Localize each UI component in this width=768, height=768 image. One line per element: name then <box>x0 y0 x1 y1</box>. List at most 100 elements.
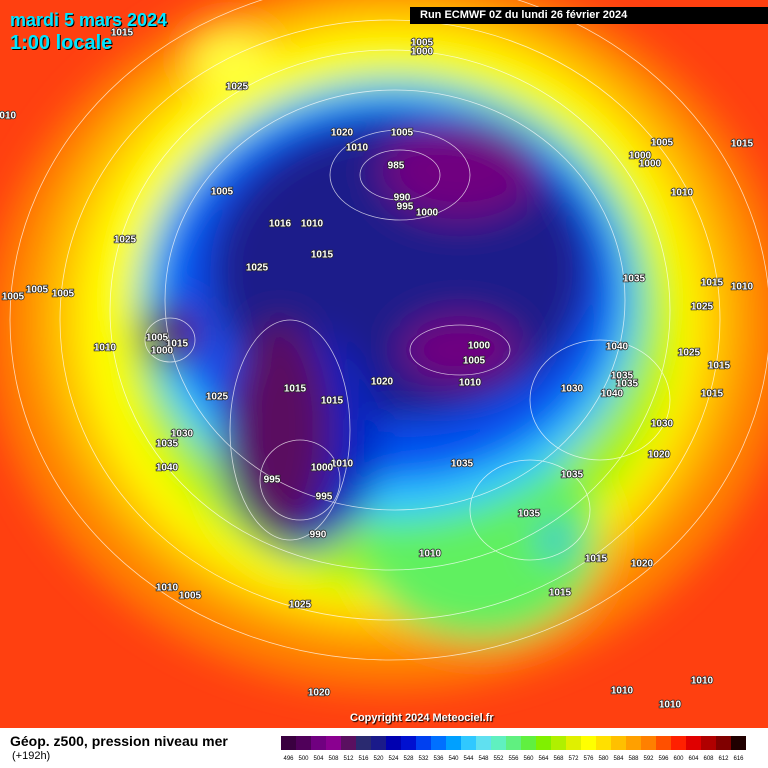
pressure-label: 1035 <box>518 509 541 520</box>
legend-tick: 544 <box>463 756 474 762</box>
legend-swatch <box>416 736 431 750</box>
pressure-label: 1035 <box>451 459 474 470</box>
legend-tick: 552 <box>493 756 504 762</box>
footer-title: Géop. z500, pression niveau mer <box>10 733 228 749</box>
pressure-label: 1000 <box>416 208 439 219</box>
legend-tick: 612 <box>718 756 729 762</box>
legend-swatch <box>296 736 311 750</box>
legend-swatch <box>431 736 446 750</box>
legend-swatch <box>566 736 581 750</box>
legend-swatch <box>626 736 641 750</box>
pressure-label: 1015 <box>585 554 608 565</box>
pressure-label: 1010 <box>156 583 179 594</box>
legend-tick: 600 <box>673 756 684 762</box>
pressure-label: 995 <box>316 492 333 503</box>
legend-tick: 500 <box>298 756 309 762</box>
field <box>0 0 768 690</box>
pressure-labels: 1015100510001025101010201005101098599099… <box>0 27 754 712</box>
pressure-label: 1016 <box>269 219 292 230</box>
legend-swatch <box>731 736 746 750</box>
pressure-label: 1025 <box>678 348 701 359</box>
legend-swatch <box>596 736 611 750</box>
pressure-label: 1005 <box>52 289 75 300</box>
weather-map: 1015100510001025101010201005101098599099… <box>0 0 768 728</box>
color-legend: 496 500 504 508 512 516 520 524 528 532 536 540 544 5… <box>281 736 746 762</box>
pressure-label: 995 <box>264 475 281 486</box>
legend-tick: 540 <box>448 756 459 762</box>
legend-tick: 568 <box>553 756 564 762</box>
pressure-label: 1010 <box>459 378 482 389</box>
legend-swatch <box>536 736 551 750</box>
pressure-label: 1040 <box>156 463 179 474</box>
pressure-label: 1010 <box>691 676 714 687</box>
legend-tick: 576 <box>583 756 594 762</box>
legend-tick: 560 <box>523 756 534 762</box>
pressure-label: 1010 <box>611 686 634 697</box>
legend-tick: 508 <box>328 756 339 762</box>
run-info: Run ECMWF 0Z du lundi 26 février 2024 <box>410 7 768 24</box>
pressure-label: 985 <box>388 161 405 172</box>
pressure-label: 1015 <box>708 361 731 372</box>
legend-tick: 548 <box>478 756 489 762</box>
legend-swatch <box>281 736 296 750</box>
legend-swatch <box>686 736 701 750</box>
pressure-label: 1015 <box>731 139 754 150</box>
legend-swatch <box>641 736 656 750</box>
legend-tick: 572 <box>568 756 579 762</box>
legend-swatch <box>716 736 731 750</box>
legend-tick: 584 <box>613 756 624 762</box>
legend-tick: 556 <box>508 756 519 762</box>
pressure-label: 1010 <box>419 549 442 560</box>
legend-swatch <box>581 736 596 750</box>
legend-swatch <box>386 736 401 750</box>
pressure-label: 1005 <box>211 187 234 198</box>
legend-swatch <box>506 736 521 750</box>
pressure-label: 1015 <box>111 28 134 39</box>
forecast-date: mardi 5 mars 2024 <box>10 10 168 30</box>
pressure-label: 1000 <box>151 346 174 357</box>
legend-tick: 596 <box>658 756 669 762</box>
pressure-label: 1035 <box>561 470 584 481</box>
pressure-label: 1010 <box>331 459 354 470</box>
pressure-label: 995 <box>397 202 414 213</box>
pressure-label: 1025 <box>114 235 137 246</box>
pressure-label: 1035 <box>156 439 179 450</box>
legend-tick: 512 <box>343 756 354 762</box>
pressure-label: 1005 <box>411 38 434 49</box>
pressure-label: 1010 <box>346 143 369 154</box>
pressure-label: 1020 <box>308 688 331 699</box>
pressure-label: 1000 <box>629 151 652 162</box>
pressure-label: 1005 <box>463 356 486 367</box>
pressure-label: 1015 <box>549 588 572 599</box>
legend-tick: 536 <box>433 756 444 762</box>
legend-swatch <box>371 736 386 750</box>
legend-swatch <box>326 736 341 750</box>
pressure-label: 1020 <box>631 559 654 570</box>
footer: Géop. z500, pression niveau mer (+192h) … <box>0 728 768 768</box>
pressure-label: 1010 <box>301 219 324 230</box>
pressure-label: 1025 <box>206 392 229 403</box>
pressure-label: 1025 <box>289 600 312 611</box>
pressure-label: 1020 <box>648 450 671 461</box>
pressure-label: 1005 <box>2 292 25 303</box>
legend-tick: 516 <box>358 756 369 762</box>
pressure-label: 1020 <box>371 377 394 388</box>
legend-tick: 504 <box>313 756 324 762</box>
legend-swatch <box>701 736 716 750</box>
legend-swatch <box>461 736 476 750</box>
legend-swatch <box>521 736 536 750</box>
legend-swatch <box>551 736 566 750</box>
forecast-time: 1:00 locale <box>10 32 113 54</box>
legend-tick: 520 <box>373 756 384 762</box>
pressure-label: 1010 <box>671 188 694 199</box>
pressure-label: 1000 <box>311 463 334 474</box>
pressure-label: 1005 <box>26 285 49 296</box>
legend-swatch <box>656 736 671 750</box>
pressure-label: 990 <box>394 193 411 204</box>
legend-swatch <box>491 736 506 750</box>
pressure-label: 1010 <box>0 111 17 122</box>
legend-swatch <box>311 736 326 750</box>
pressure-label: 1030 <box>171 429 194 440</box>
pressure-label: 1015 <box>166 339 189 350</box>
pressure-label: 1005 <box>391 128 414 139</box>
